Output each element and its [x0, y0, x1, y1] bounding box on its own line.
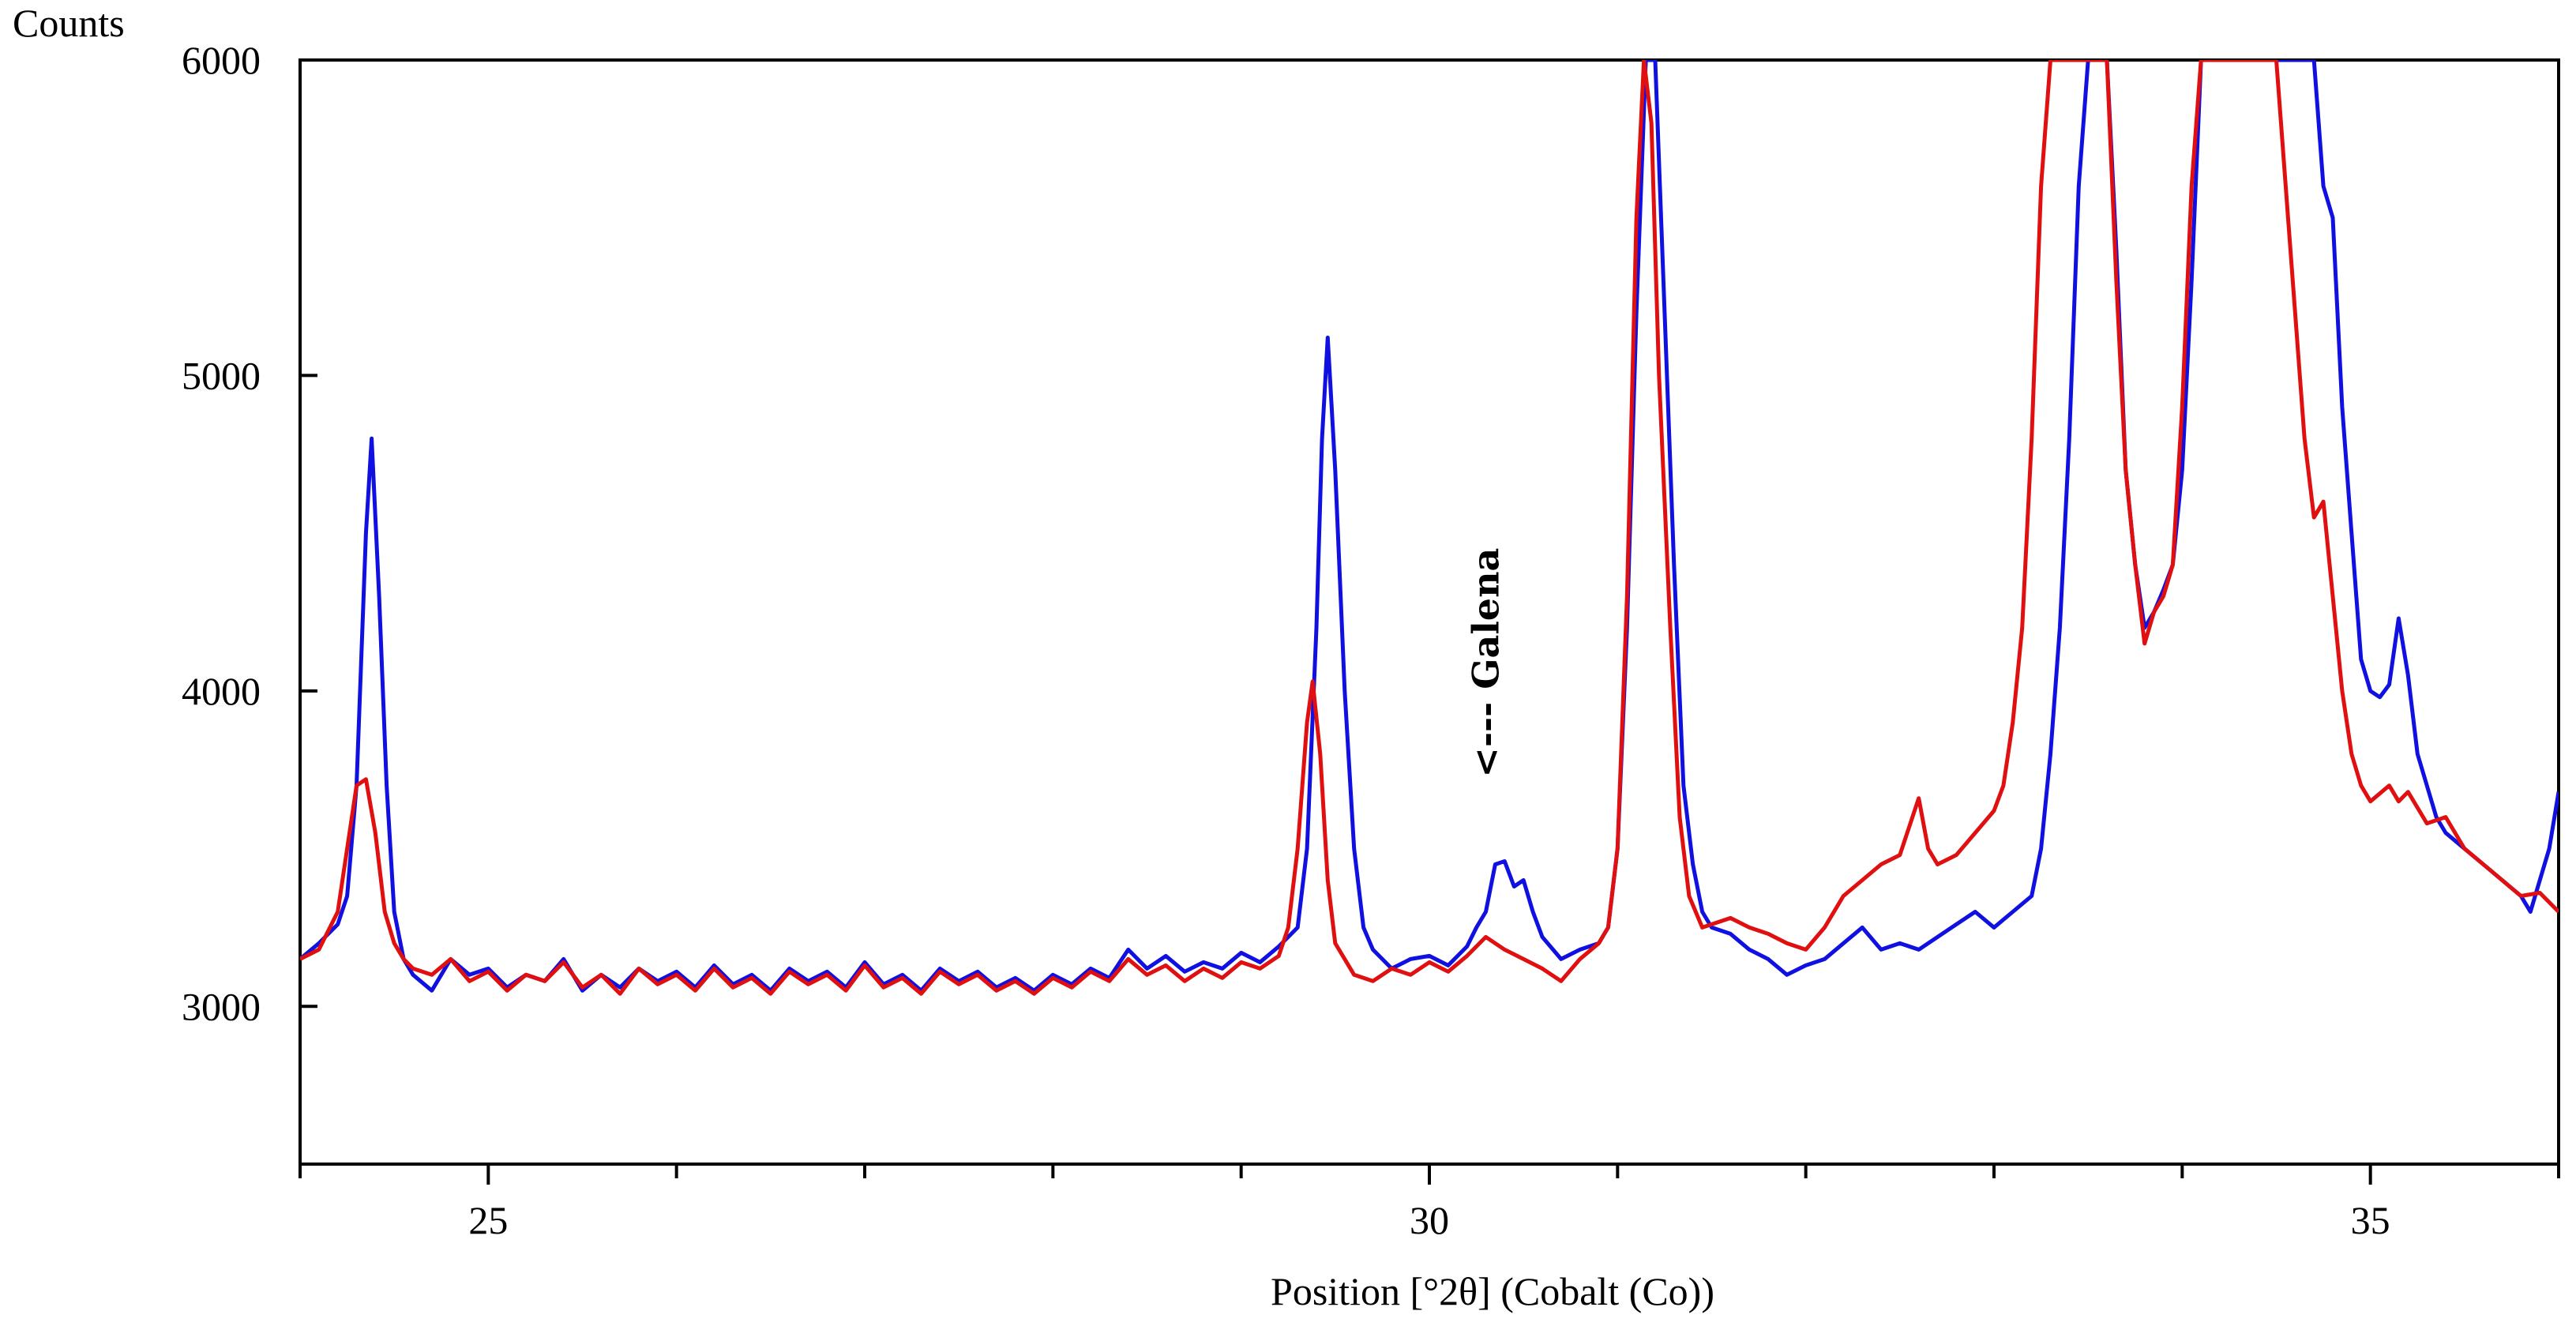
y-tick-label: 6000: [182, 38, 261, 82]
red-pattern-line: [300, 60, 2559, 996]
y-tick-label: 5000: [182, 353, 261, 397]
x-tick-label: 35: [2351, 1198, 2390, 1242]
blue-pattern-line: [300, 60, 2559, 993]
x-tick-label: 30: [1410, 1198, 1449, 1242]
y-axis-title: Counts: [13, 1, 125, 45]
x-axis-title: Position [°2θ] (Cobalt (Co)): [1271, 1269, 1714, 1313]
x-axis-ticks: 25 30 35: [299, 1164, 2560, 1242]
y-tick-label: 3000: [182, 984, 261, 1028]
galena-annotation: <--- Galena: [1465, 548, 1508, 778]
y-axis-ticks: 3000 4000 5000 6000: [182, 38, 317, 1028]
x-tick-label: 25: [468, 1198, 508, 1242]
plot-frame: [299, 58, 2560, 1166]
y-tick-label: 4000: [182, 669, 261, 713]
series-layer: [300, 60, 2559, 996]
